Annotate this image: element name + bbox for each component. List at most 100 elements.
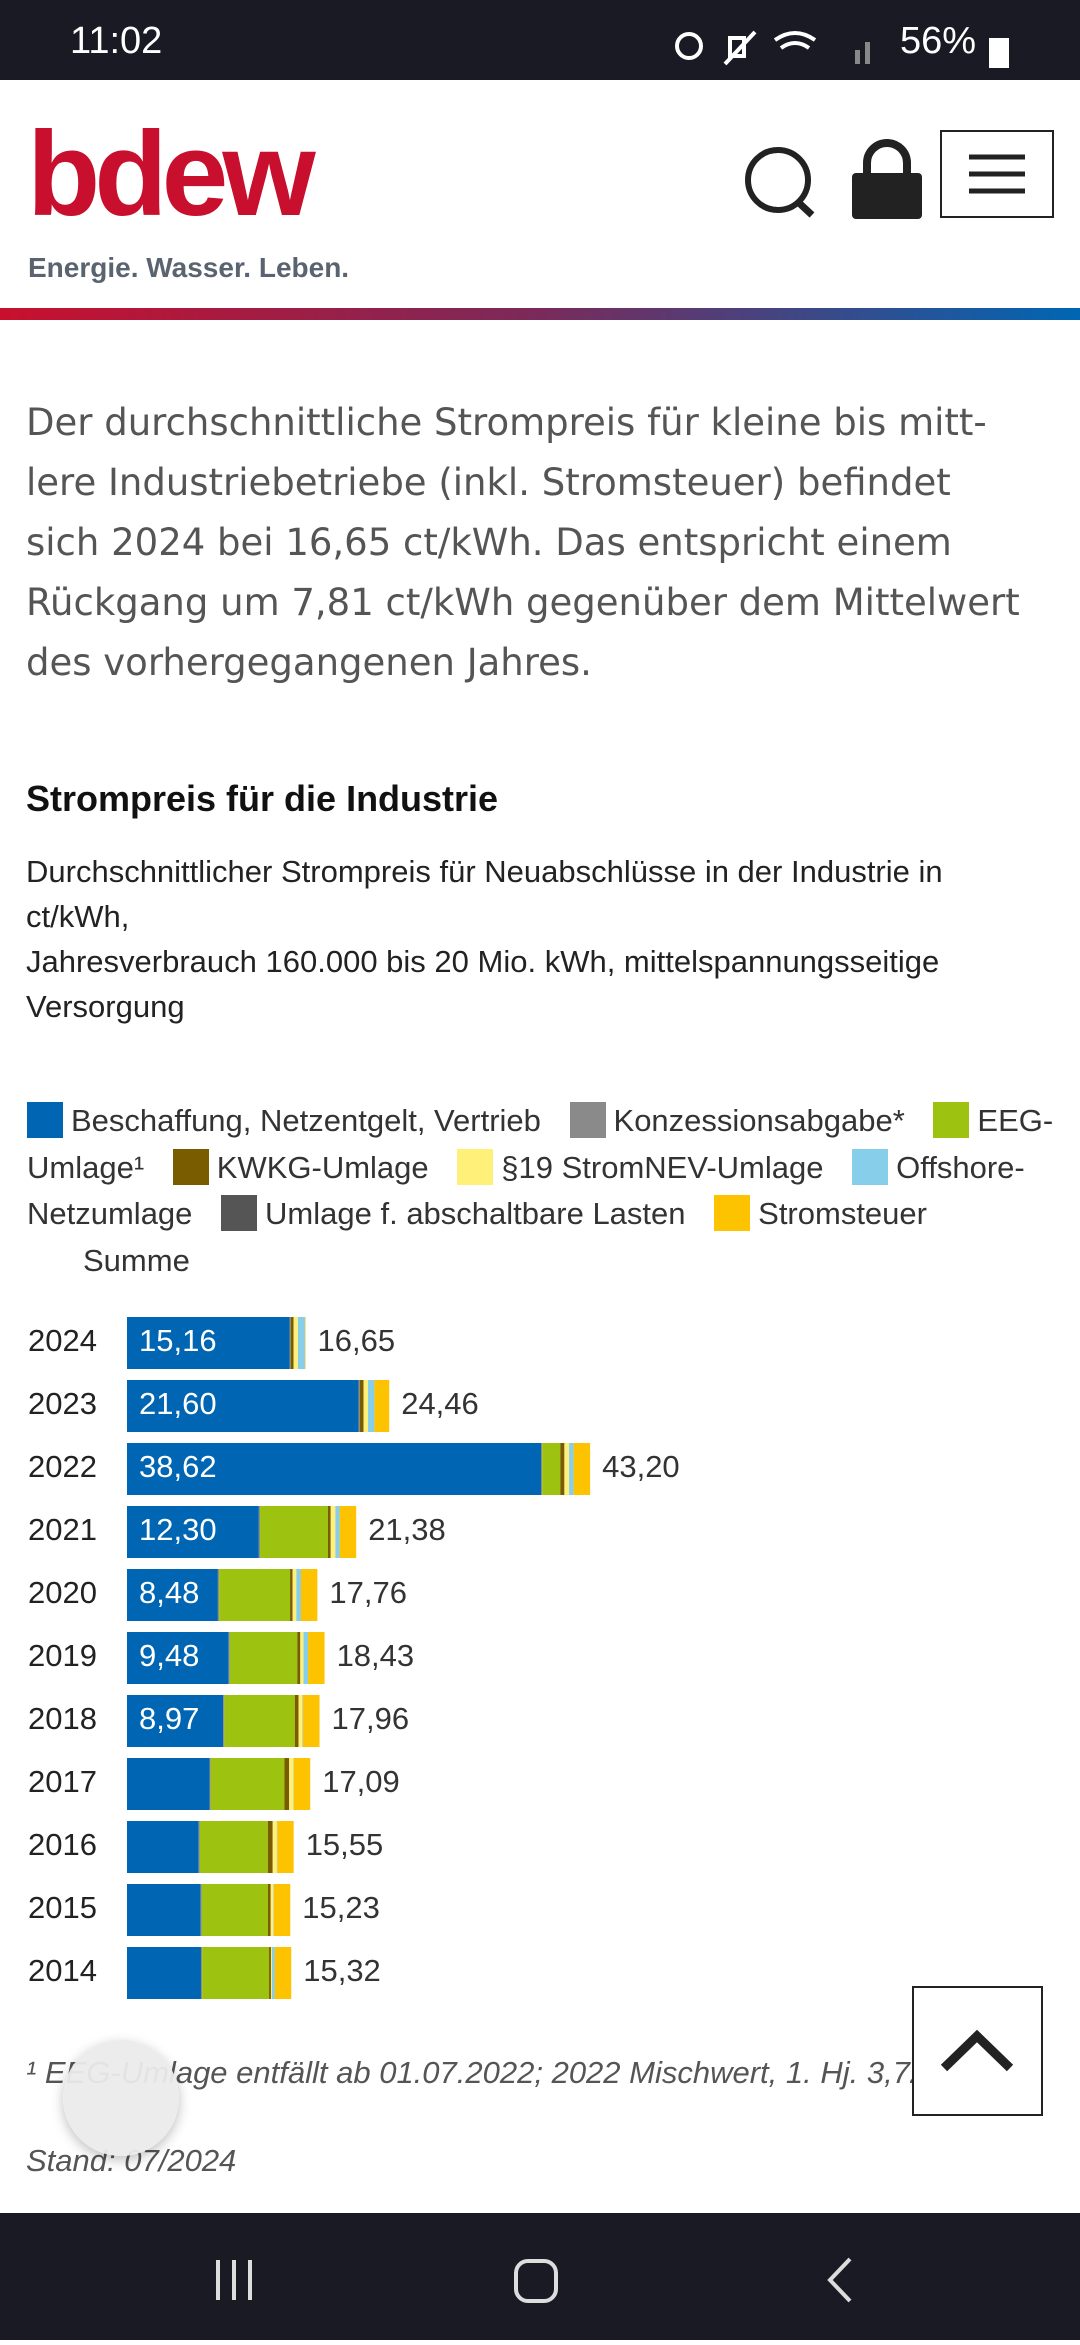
y-tick-label: 2023	[28, 1386, 97, 1421]
bar-segment	[290, 1569, 292, 1621]
chart-title: Strompreis für die Industrie	[26, 778, 498, 820]
bar-segment	[331, 1506, 336, 1558]
intro-line: sich 2024 bei 16,65 ct/kWh. Das entspric…	[26, 513, 1020, 573]
value-label: 38,62	[139, 1449, 217, 1484]
bar-segment	[275, 1947, 292, 1999]
y-tick-label: 2019	[28, 1638, 97, 1673]
bar-segment	[300, 1632, 303, 1684]
bar-segment	[304, 1632, 308, 1684]
header-icons	[740, 125, 1060, 225]
legend-swatch	[933, 1102, 969, 1138]
status-icons	[675, 30, 885, 70]
bar-segment	[259, 1506, 260, 1558]
bar-segment	[273, 1821, 277, 1873]
search-icon[interactable]	[748, 150, 812, 215]
bar-segment	[564, 1443, 569, 1495]
total-label: 17,09	[322, 1764, 400, 1799]
bar-segment	[301, 1569, 318, 1621]
legend-item: KWKG-Umlage	[173, 1150, 429, 1185]
bar-segment	[298, 1317, 305, 1369]
legend-item: Umlage f. abschaltbare Lasten	[221, 1196, 685, 1231]
subtitle-line: Versorgung	[26, 984, 943, 1029]
tagline: Energie. Wasser. Leben.	[28, 252, 349, 284]
bar-segment	[127, 1884, 201, 1936]
back-to-top[interactable]	[912, 1986, 1043, 2116]
bar-segment	[542, 1443, 560, 1495]
y-tick-label: 2016	[28, 1827, 97, 1862]
bar-segment	[574, 1443, 591, 1495]
legend-label: Summe	[83, 1243, 190, 1278]
bar-segment	[127, 1947, 201, 1999]
legend-label: §19 StromNEV-Umlage	[501, 1150, 823, 1185]
bar-segment	[268, 1821, 273, 1873]
logo[interactable]: bdew	[27, 105, 310, 243]
menu-button[interactable]	[941, 131, 1053, 217]
arrow-up	[914, 1988, 1041, 2114]
legend-swatch	[27, 1102, 63, 1138]
total-label: 17,96	[332, 1701, 410, 1736]
divider	[0, 308, 1080, 320]
bar-segment	[269, 1947, 271, 1999]
y-tick-label: 2015	[28, 1890, 97, 1925]
legend: Beschaffung, Netzentgelt, Vertrieb Konze…	[27, 1098, 1057, 1284]
legend-swatch	[714, 1195, 750, 1231]
intro-line: Rückgang um 7,81 ct/kWh gegenüber dem Mi…	[26, 573, 1020, 633]
y-tick-label: 2014	[28, 1953, 97, 1988]
y-tick-label: 2020	[28, 1575, 97, 1610]
total-label: 43,20	[602, 1449, 680, 1484]
lock-icon[interactable]	[852, 143, 922, 219]
bar-segment	[308, 1632, 325, 1684]
value-label: 12,30	[139, 1512, 217, 1547]
intro-line: des vorhergegangenen Jahres.	[26, 633, 1020, 693]
bar-segment	[230, 1632, 297, 1684]
value-label: 21,60	[139, 1386, 217, 1421]
time: 11:02	[70, 20, 162, 63]
legend-item: Konzessionsabgabe*	[570, 1103, 905, 1138]
y-tick-label: 2024	[28, 1323, 97, 1358]
total-label: 15,32	[303, 1953, 381, 1988]
bar-segment	[223, 1695, 224, 1747]
legend-item: Summe	[83, 1243, 190, 1278]
intro: Der durchschnittliche Strompreis für kle…	[26, 393, 1020, 693]
battery: 56%	[900, 20, 976, 63]
status-bar: 11:02 56%	[0, 0, 1080, 80]
legend-label: Umlage f. abschaltbare Lasten	[265, 1196, 685, 1231]
y-tick-label: 2017	[28, 1764, 97, 1799]
nav-icons	[0, 2213, 1080, 2340]
total-label: 16,65	[317, 1323, 395, 1358]
bar-segment	[290, 1317, 291, 1369]
bar-segment	[271, 1884, 274, 1936]
subtitle-line: Jahresverbrauch 160.000 bis 20 Mio. kWh,…	[26, 939, 943, 984]
bar-segment	[364, 1380, 368, 1432]
chart-subtitle: Durchschnittlicher Strompreis für Neuabs…	[26, 849, 943, 1029]
total-label: 21,38	[368, 1512, 446, 1547]
subtitle-line: ct/kWh,	[26, 894, 943, 939]
legend-label: Konzessionsabgabe*	[614, 1103, 905, 1138]
bar-segment	[201, 1947, 202, 1999]
bar-segment	[294, 1317, 298, 1369]
bar-segment	[201, 1884, 202, 1936]
bar-segment	[202, 1947, 269, 1999]
bar-segment	[224, 1695, 295, 1747]
y-tick-label: 2021	[28, 1512, 97, 1547]
legend-label: Stromsteuer	[758, 1196, 927, 1231]
bar-segment	[359, 1380, 360, 1432]
value-label: 8,48	[139, 1575, 199, 1610]
bar-segment	[210, 1758, 211, 1810]
bar-segment	[289, 1758, 293, 1810]
bar-segment	[274, 1884, 291, 1936]
fingerprint-button[interactable]	[63, 2040, 179, 2156]
bar-segment	[303, 1695, 320, 1747]
bar-segment	[200, 1821, 268, 1873]
intro-line: Der durchschnittliche Strompreis für kle…	[26, 393, 1020, 453]
total-label: 24,46	[401, 1386, 479, 1421]
intro-line: lere Industriebetriebe (inkl. Stromsteue…	[26, 453, 1020, 513]
subtitle-line: Durchschnittlicher Strompreis für Neuabs…	[26, 849, 943, 894]
bar-segment	[268, 1884, 271, 1936]
bar-segment	[199, 1821, 200, 1873]
bar-segment	[260, 1506, 328, 1558]
bar-segment	[293, 1569, 297, 1621]
y-tick-label: 2022	[28, 1449, 97, 1484]
